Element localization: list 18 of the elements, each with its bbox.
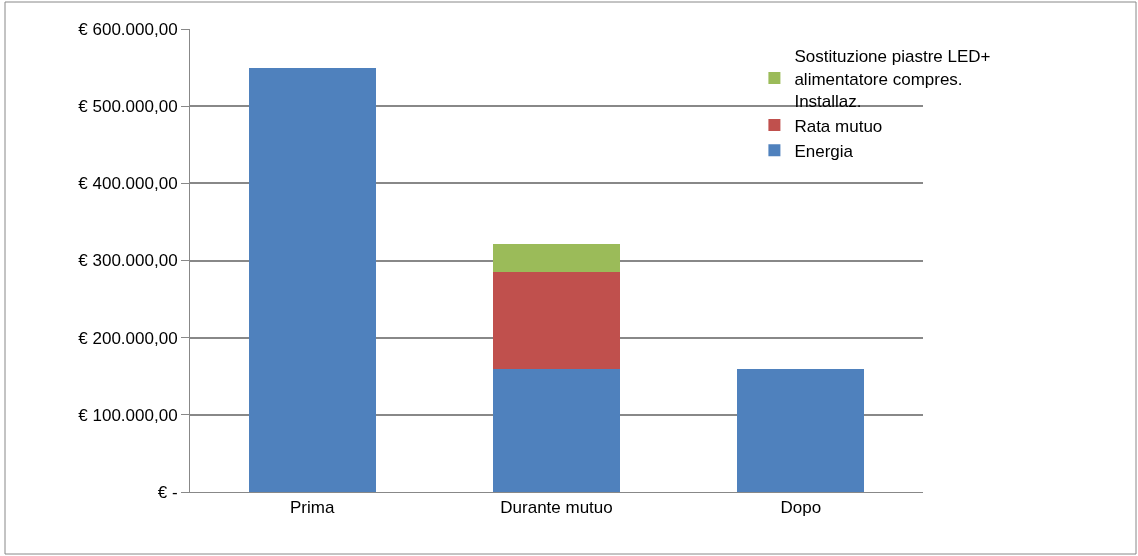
- bar: [248, 67, 376, 492]
- y-tick-label: € 500.000,00: [78, 97, 178, 117]
- bar: [492, 243, 621, 273]
- y-tick-label: € 400.000,00: [78, 174, 178, 194]
- y-tick-label: € 600.000,00: [78, 19, 178, 39]
- legend-label: Energia: [794, 141, 854, 161]
- x-tick-label: Dopo: [780, 498, 822, 518]
- legend-label: Rata mutuo: [794, 116, 883, 136]
- bar: [492, 368, 621, 492]
- x-tick-label: Prima: [289, 498, 335, 518]
- x-tick-label: Durante mutuo: [500, 498, 613, 518]
- y-tick-label: € 100.000,00: [78, 405, 178, 425]
- y-tick-label: € 300.000,00: [78, 251, 178, 271]
- legend-label: Sostituzione piastre LED+ alimentatore compres. Installaz.: [794, 47, 991, 111]
- y-tick-label: € -: [157, 482, 178, 502]
- bar: [737, 368, 865, 492]
- bar: [492, 272, 621, 369]
- y-tick-label: € 200.000,00: [78, 328, 178, 348]
